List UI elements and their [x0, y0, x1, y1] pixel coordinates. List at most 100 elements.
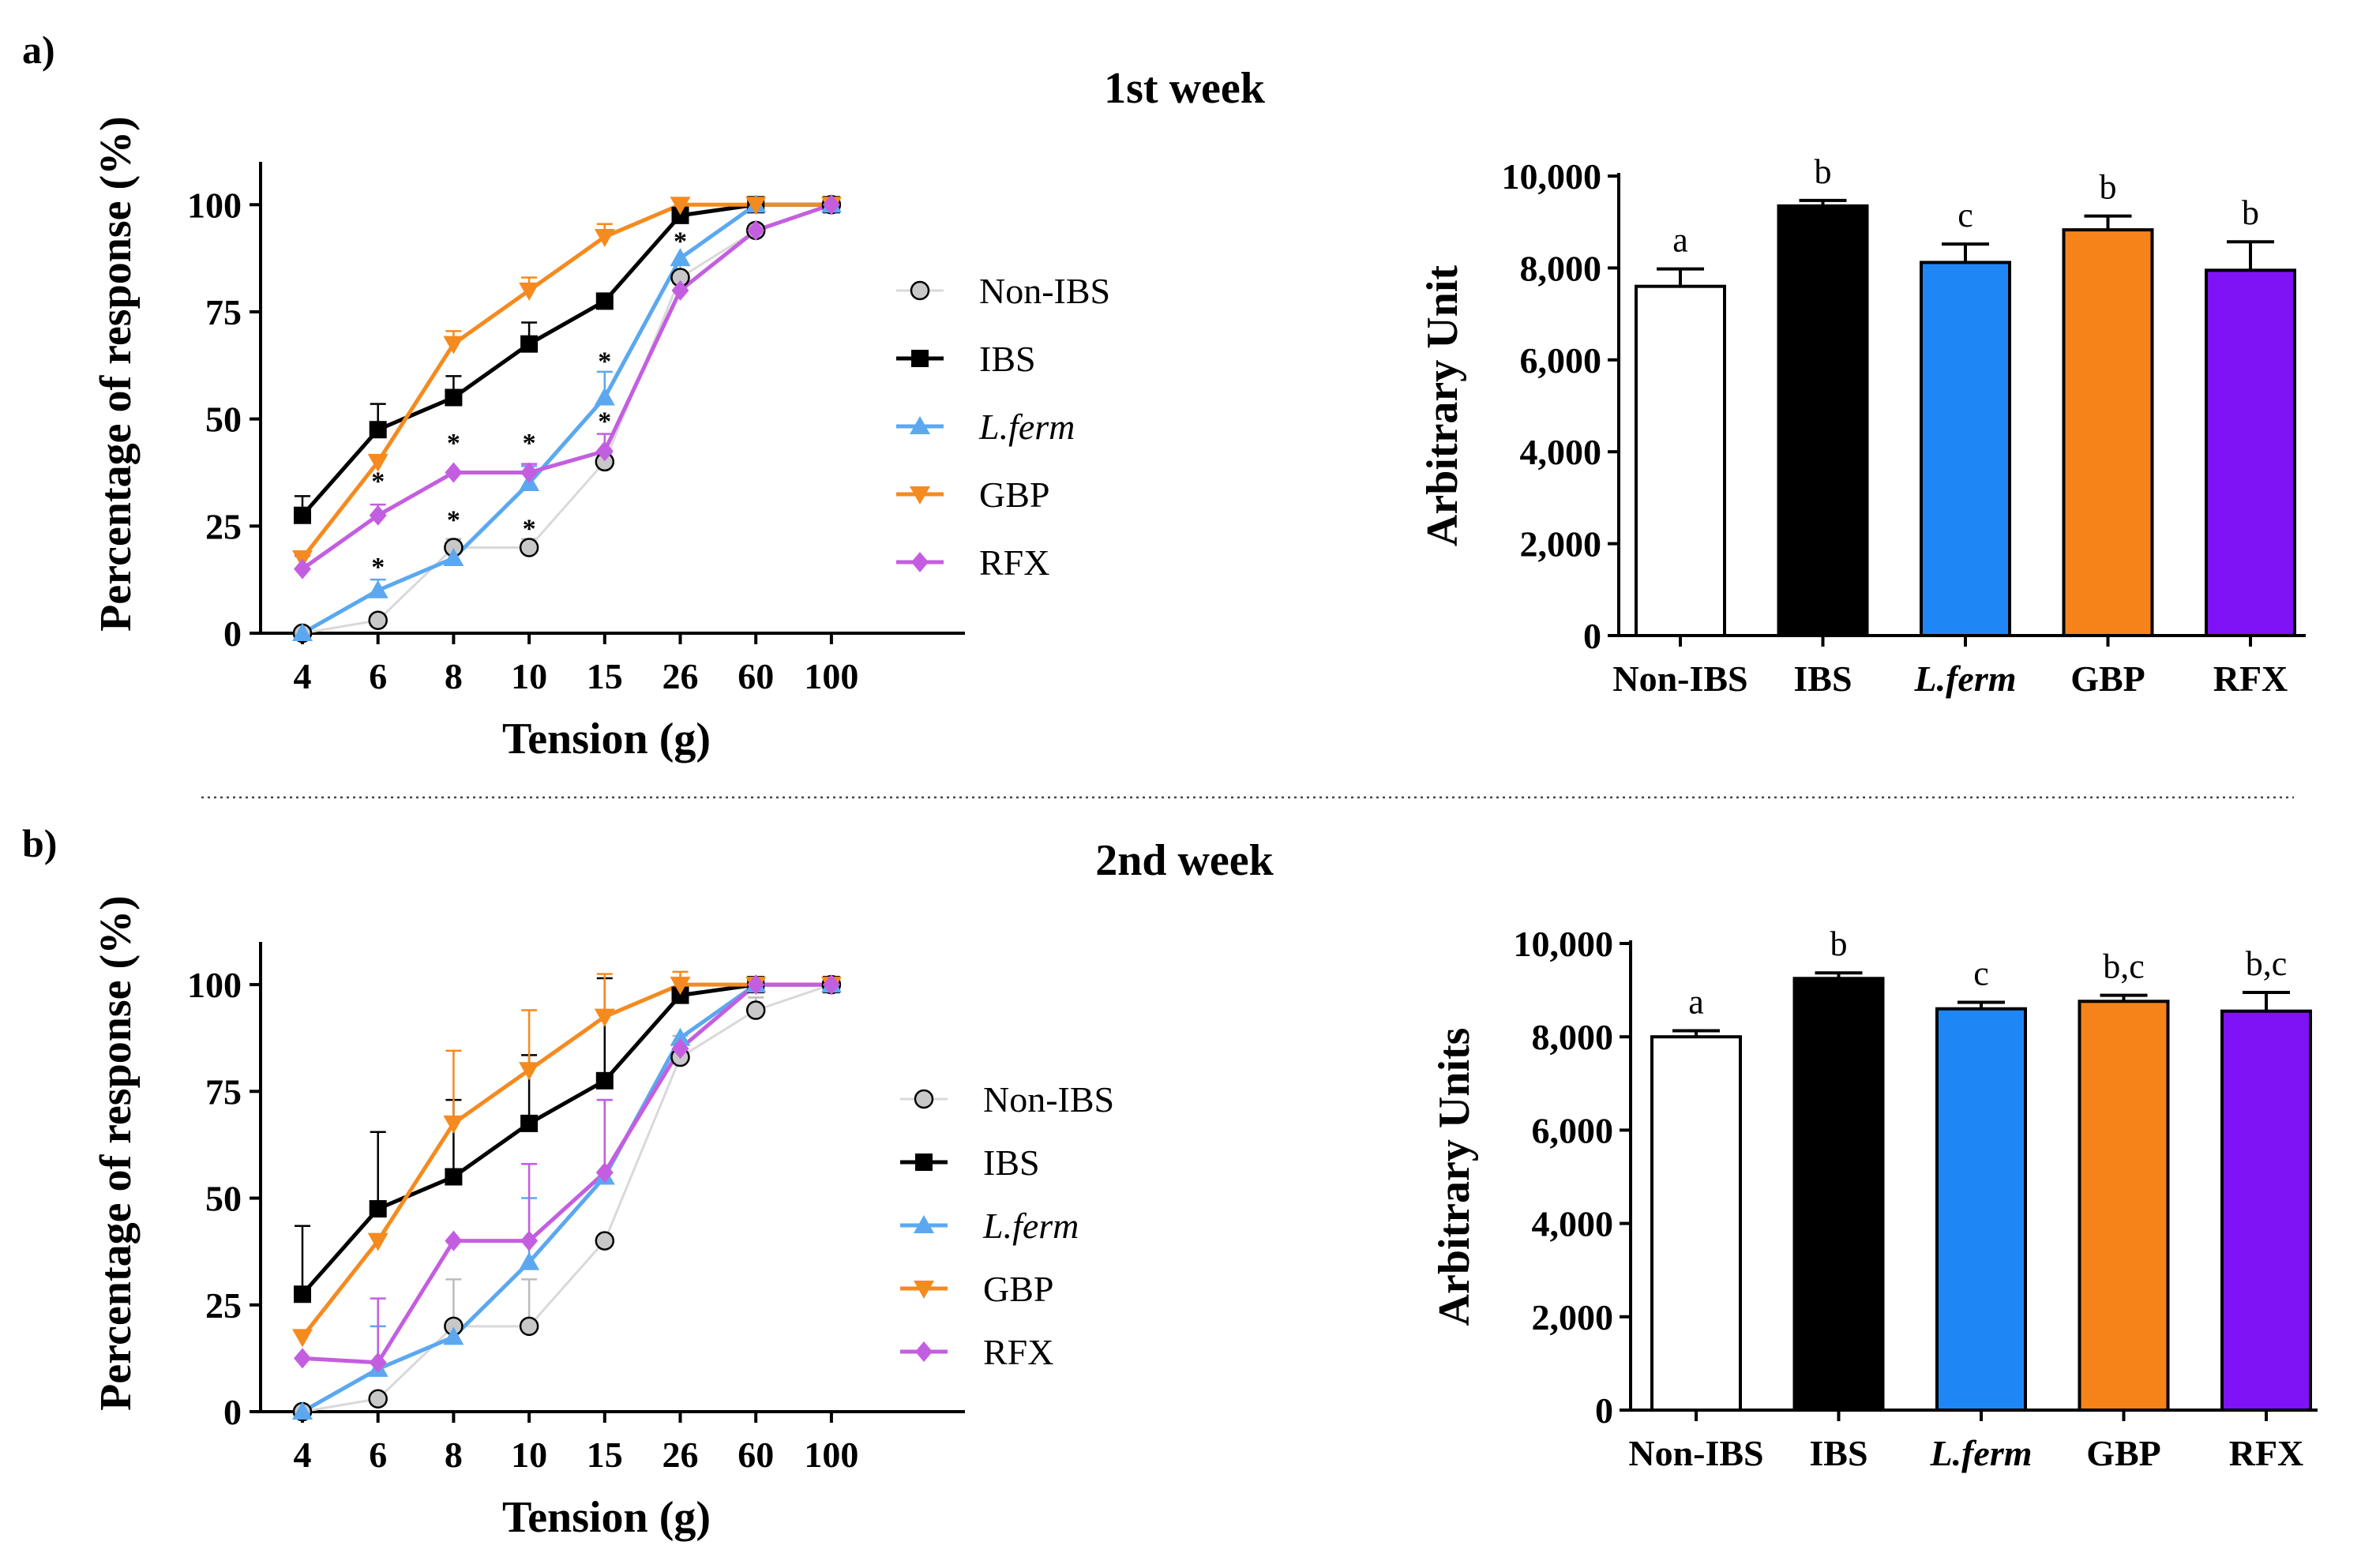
legend-label: L.ferm — [978, 407, 1075, 447]
y-tick-label: 100 — [187, 185, 242, 225]
x-tick-label: GBP — [2070, 658, 2145, 699]
data-point — [594, 1008, 615, 1027]
bar-ibs — [1777, 204, 1869, 637]
x-tick-label: 15 — [587, 1435, 623, 1475]
data-point — [368, 610, 388, 630]
data-point — [747, 219, 765, 241]
y-tick-label: 25 — [205, 506, 242, 546]
bar-nonibs — [1650, 1035, 1742, 1412]
data-point — [594, 228, 615, 247]
y-axis-title: Arbitrary Units — [1430, 1028, 1479, 1326]
x-tick-label: IBS — [1793, 658, 1852, 699]
bar-lferm — [1935, 1007, 2027, 1412]
y-tick-label: 0 — [1595, 1390, 1613, 1431]
legend-label: GBP — [983, 1269, 1053, 1309]
panel-a: a) 1st week 0 25 50 75 100 4 6 8 10 15 26 60 100 Tens… — [22, 28, 2306, 763]
data-point — [745, 197, 767, 216]
data-point — [670, 197, 691, 216]
x-tick-label: 26 — [663, 656, 699, 696]
legend-marker — [915, 1153, 933, 1171]
legend-label: Non-IBS — [983, 1079, 1114, 1120]
legend-marker — [914, 1089, 934, 1109]
x-axis-title: Tension (g) — [502, 1493, 711, 1542]
series-line-lferm — [301, 982, 831, 1414]
data-point — [443, 1326, 464, 1345]
line-chart-week-1: 0 25 50 75 100 4 6 8 10 15 26 60 100 Tension (g) Perce… — [92, 116, 1110, 763]
x-tick-label: 6 — [369, 1435, 387, 1475]
legend-label: RFX — [979, 542, 1049, 583]
x-tick-label: 8 — [445, 656, 463, 696]
significance-letter: b — [2242, 193, 2259, 232]
legend-marker — [911, 350, 929, 367]
x-tick-label: RFX — [2213, 658, 2288, 699]
bar-gbp — [2062, 228, 2154, 637]
y-tick-label: 50 — [205, 1179, 242, 1219]
data-point — [670, 1027, 691, 1046]
y-tick-label: 8,000 — [1532, 1017, 1614, 1057]
y-tick-label: 75 — [205, 292, 242, 332]
y-tick-label: 50 — [205, 400, 242, 440]
significance-marker: * — [447, 429, 460, 458]
bar-ibs — [1792, 977, 1885, 1412]
y-tick-label: 10,000 — [1514, 924, 1614, 964]
x-tick-label: 4 — [294, 656, 312, 696]
data-point — [445, 1168, 463, 1186]
x-tick-label: L.ferm — [1913, 658, 2016, 699]
data-point — [822, 194, 840, 216]
significance-letter: a — [1672, 221, 1688, 260]
data-point — [519, 1062, 540, 1081]
significance-letter: c — [1973, 954, 1989, 992]
data-point — [294, 506, 311, 524]
data-point — [520, 1230, 539, 1251]
x-tick-label: L.ferm — [1929, 1433, 2032, 1473]
data-point — [670, 977, 691, 996]
legend-label: RFX — [983, 1332, 1053, 1372]
legend-label: IBS — [979, 339, 1036, 379]
data-point — [367, 580, 388, 598]
legend-marker — [910, 416, 930, 434]
data-point — [294, 1348, 311, 1369]
y-tick-label: 0 — [1583, 616, 1601, 656]
significance-letter: b — [2100, 168, 2117, 207]
data-point — [292, 1401, 313, 1420]
line-chart-week-2: 0 25 50 75 100 4 6 8 10 15 26 60 100 Tension (g) Perce… — [92, 895, 1114, 1542]
data-point — [294, 558, 311, 580]
series-line-lferm — [301, 202, 831, 636]
series-line-rfx — [301, 202, 832, 571]
significance-letter: a — [1688, 983, 1704, 1022]
week-title: 2nd week — [1095, 836, 1274, 885]
x-tick-label: Non-IBS — [1612, 658, 1747, 699]
x-tick-label: 100 — [804, 656, 858, 696]
significance-letter: c — [1957, 196, 1973, 234]
legend-label: IBS — [983, 1142, 1040, 1183]
bar-lferm — [1920, 261, 2011, 637]
y-tick-label: 8,000 — [1520, 248, 1602, 288]
bar-rfx — [2205, 268, 2296, 637]
x-tick-label: 26 — [663, 1435, 699, 1475]
data-point — [671, 206, 689, 224]
y-tick-label: 2,000 — [1532, 1297, 1614, 1337]
legend-marker — [915, 1341, 933, 1362]
x-tick-label: 100 — [804, 1435, 858, 1475]
data-point — [368, 1389, 388, 1409]
data-point — [747, 974, 765, 996]
data-point — [745, 1000, 766, 1020]
data-point — [519, 1251, 540, 1270]
significance-marker: * — [523, 514, 536, 543]
data-point — [369, 421, 387, 439]
data-point — [445, 462, 463, 483]
series-line-nonibs — [302, 983, 832, 1413]
data-point — [519, 538, 539, 557]
significance-marker: * — [598, 407, 611, 437]
data-point — [369, 1352, 387, 1373]
data-point — [294, 1285, 311, 1304]
data-point — [595, 441, 614, 462]
data-point — [443, 336, 464, 354]
data-point — [671, 1038, 689, 1060]
series-line-ibs — [301, 982, 831, 1296]
x-tick-label: GBP — [2086, 1433, 2161, 1473]
data-point — [443, 1115, 464, 1134]
data-point — [369, 1200, 387, 1218]
data-point — [443, 548, 464, 567]
data-point — [292, 1329, 313, 1348]
